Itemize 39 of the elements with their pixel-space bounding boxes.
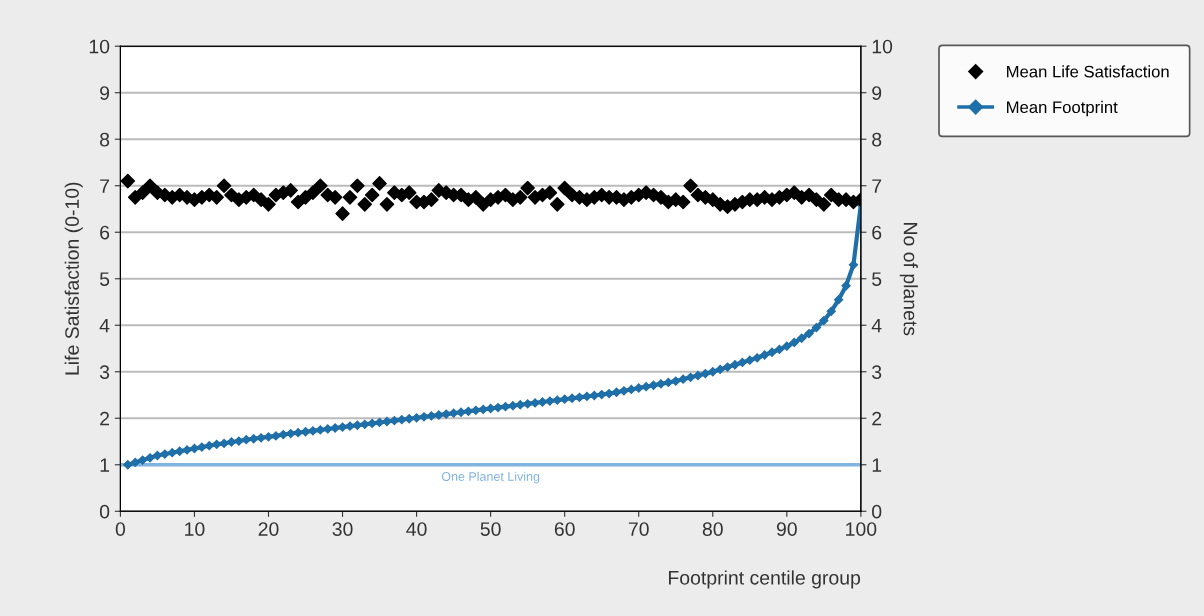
legend-label: Mean Footprint — [1007, 100, 1118, 117]
y2-tick-label: 8 — [872, 132, 882, 147]
y-tick-label: 10 — [89, 39, 110, 54]
x-tick-label: 10 — [185, 522, 205, 536]
x-tick-label: 60 — [554, 522, 575, 536]
y2-tick-label: 4 — [871, 318, 882, 333]
x-tick-label: 30 — [332, 522, 353, 536]
x-axis-title: Footprint centile group — [668, 570, 861, 589]
y-tick-label: 5 — [99, 272, 110, 286]
y2-tick-label: 10 — [872, 39, 893, 54]
y2-tick-label: 3 — [872, 365, 882, 379]
y2-axis-title: No of planets — [899, 223, 918, 336]
y-tick-label: 7 — [100, 179, 110, 193]
x-tick-label: 50 — [480, 522, 501, 536]
y-axis-title: Life Satisfaction (0-10) — [64, 182, 83, 375]
y2-tick-label: 7 — [872, 179, 882, 193]
x-tick-label: 90 — [776, 522, 797, 536]
x-tick-label: 0 — [115, 522, 126, 536]
y2-tick-label: 5 — [872, 272, 882, 286]
y2-tick-label: 9 — [872, 86, 882, 100]
y-tick-label: 9 — [100, 86, 110, 100]
legend-label: Mean Life Satisfaction — [1007, 65, 1169, 78]
y2-tick-label: 2 — [872, 411, 882, 426]
ref-line-label: One Planet Living — [441, 471, 540, 484]
y-tick-label: 3 — [99, 365, 110, 379]
y-tick-label: 2 — [100, 411, 110, 426]
y-tick-label: 0 — [99, 504, 110, 519]
y2-tick-label: 0 — [872, 504, 882, 519]
x-tick-label: 80 — [702, 522, 723, 536]
y2-tick-label: 1 — [872, 458, 882, 472]
y-tick-label: 1 — [100, 458, 110, 472]
y-tick-label: 4 — [99, 318, 110, 333]
x-tick-label: 70 — [628, 522, 649, 536]
y-tick-label: 6 — [100, 225, 110, 240]
y2-tick-label: 6 — [872, 225, 882, 240]
x-tick-label: 20 — [258, 522, 279, 536]
x-tick-label: 100 — [846, 522, 877, 536]
x-tick-label: 40 — [406, 522, 427, 536]
y-tick-label: 8 — [100, 132, 110, 147]
